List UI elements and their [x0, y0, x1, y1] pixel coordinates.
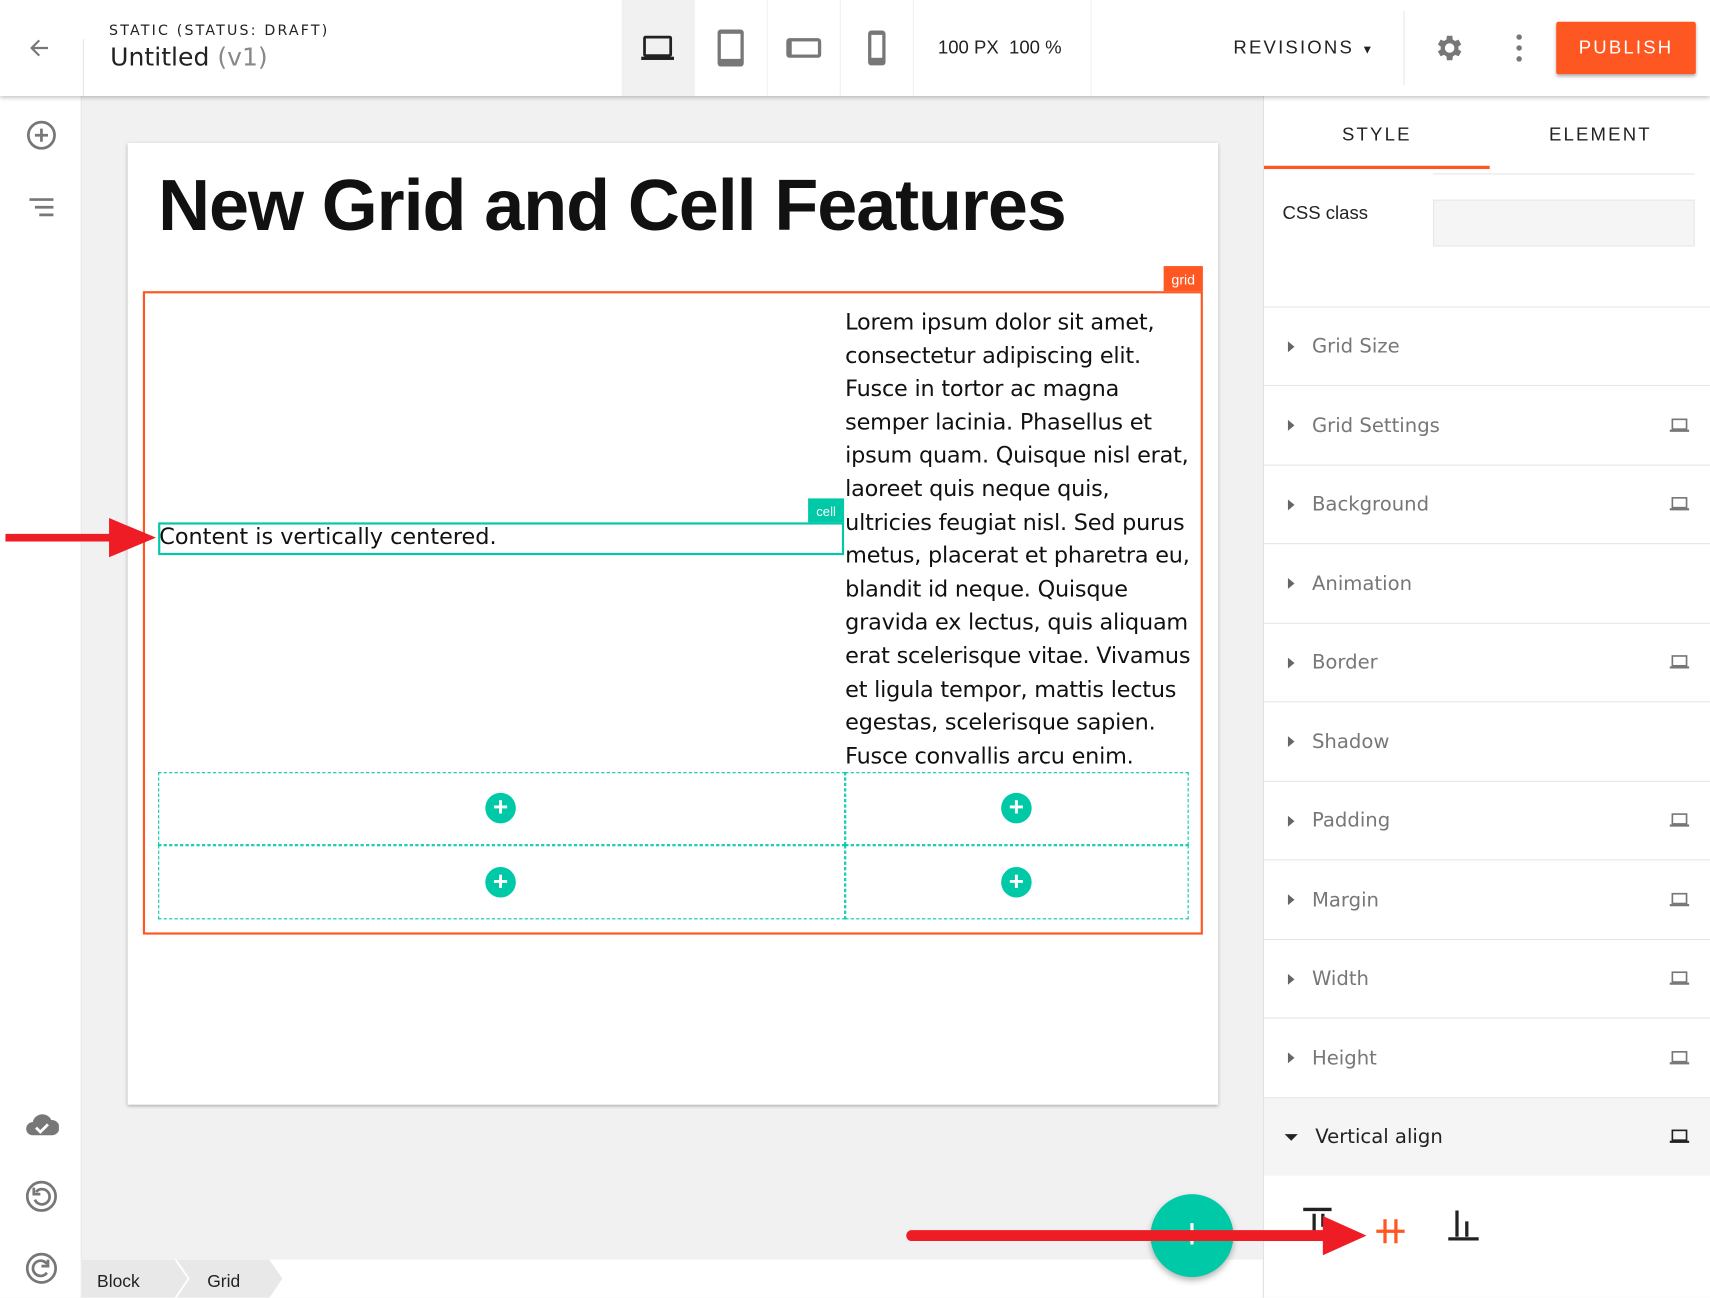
section-label: Vertical align	[1315, 1125, 1443, 1149]
empty-cell[interactable]	[845, 845, 1189, 920]
caret-right-icon	[1287, 1052, 1295, 1064]
cloud-check-icon	[26, 1114, 59, 1136]
cell-text[interactable]: Content is vertically centered.	[159, 523, 497, 550]
grid-block[interactable]	[142, 291, 1203, 935]
device-tablet-button[interactable]	[695, 0, 768, 96]
section-label: Height	[1311, 1046, 1377, 1070]
back-arrow-icon[interactable]	[26, 35, 52, 61]
section-label: Grid Size	[1311, 334, 1400, 358]
add-content-icon[interactable]: +	[485, 792, 516, 824]
add-content-icon[interactable]: +	[485, 866, 516, 898]
redo-icon[interactable]	[24, 1251, 59, 1286]
page-heading[interactable]: New Grid and Cell Features	[158, 164, 1067, 246]
section-border[interactable]: Border	[1263, 624, 1710, 703]
laptop-icon[interactable]	[1669, 654, 1690, 669]
style-panel: STYLE ELEMENT CSS class Grid Size Grid Se…	[1262, 95, 1710, 1298]
section-padding[interactable]: Padding	[1263, 782, 1710, 861]
status-subtitle: STATIC (STATUS: DRAFT)	[109, 22, 330, 40]
laptop-icon	[641, 35, 674, 60]
list-icon[interactable]	[24, 190, 59, 225]
device-phone-button[interactable]	[841, 0, 914, 96]
cell-selected[interactable]	[158, 522, 845, 556]
size-pct: 100 %	[1009, 37, 1062, 58]
tab-element[interactable]: ELEMENT	[1548, 124, 1652, 146]
add-content-icon[interactable]: +	[1001, 866, 1032, 898]
laptop-icon[interactable]	[1669, 812, 1690, 827]
breadcrumb-grid[interactable]: Grid	[207, 1272, 241, 1292]
caret-right-icon	[1287, 340, 1295, 352]
laptop-icon[interactable]	[1669, 1129, 1690, 1144]
section-margin[interactable]: Margin	[1263, 861, 1710, 940]
revisions-label: REVISIONS	[1233, 37, 1355, 58]
section-shadow[interactable]: Shadow	[1263, 703, 1710, 782]
page-title[interactable]: Untitled (v1)	[110, 44, 268, 72]
revisions-dropdown[interactable]: REVISIONS ▼	[1233, 37, 1375, 59]
annotation-arrow-icon	[5, 518, 156, 558]
breadcrumb-bg	[81, 1259, 283, 1298]
breadcrumb: Block Grid	[81, 1259, 1263, 1298]
section-grid-settings[interactable]: Grid Settings	[1263, 387, 1710, 466]
laptop-icon[interactable]	[1669, 417, 1690, 432]
align-bottom-icon[interactable]	[1446, 1206, 1479, 1243]
breadcrumb-block[interactable]: Block	[97, 1272, 140, 1292]
more-vertical-icon[interactable]	[1514, 33, 1525, 64]
tablet-landscape-icon	[786, 38, 822, 58]
title-text: Untitled	[110, 43, 210, 72]
tablet-icon	[717, 29, 744, 67]
caret-down-icon	[1284, 1133, 1298, 1141]
section-label: Padding	[1311, 809, 1391, 833]
caret-right-icon	[1287, 973, 1295, 985]
empty-cell[interactable]	[158, 845, 846, 920]
tab-style[interactable]: STYLE	[1263, 96, 1490, 170]
caret-right-icon	[1287, 498, 1295, 510]
device-laptop-button[interactable]	[621, 0, 695, 96]
add-circle-icon[interactable]	[24, 118, 59, 153]
gear-icon[interactable]	[1432, 32, 1465, 65]
cell-label: cell	[808, 498, 845, 523]
laptop-icon[interactable]	[1669, 1050, 1690, 1065]
top-bar: STATIC (STATUS: DRAFT) Untitled (v1) 100…	[0, 0, 1710, 96]
align-center-icon[interactable]	[1374, 1217, 1407, 1254]
page-canvas	[127, 142, 1219, 1105]
css-class-label: CSS class	[1282, 202, 1369, 224]
caret-right-icon	[1287, 577, 1295, 589]
laptop-icon[interactable]	[1669, 496, 1690, 511]
caret-down-icon: ▼	[1361, 43, 1376, 57]
lorem-text[interactable]: Lorem ipsum dolor sit amet, consectetur …	[845, 308, 1191, 769]
size-readout: 100 PX 100 %	[938, 37, 1062, 59]
section-label: Border	[1311, 651, 1378, 674]
section-label: Margin	[1311, 888, 1379, 912]
section-width[interactable]: Width	[1263, 940, 1710, 1019]
section-label: Background	[1311, 492, 1430, 516]
caret-right-icon	[1287, 419, 1295, 431]
section-height[interactable]: Height	[1263, 1019, 1710, 1098]
grid-label: grid	[1163, 266, 1203, 292]
section-label: Grid Settings	[1311, 413, 1440, 437]
publish-button[interactable]: PUBLISH	[1556, 21, 1696, 75]
caret-right-icon	[1287, 736, 1295, 748]
annotation-arrow-icon	[906, 1215, 1367, 1256]
size-px: 100 PX	[937, 37, 999, 58]
section-label: Width	[1311, 967, 1369, 991]
section-background[interactable]: Background	[1263, 466, 1710, 545]
version-text: (v1)	[217, 43, 268, 72]
laptop-icon[interactable]	[1669, 892, 1690, 907]
section-label: Animation	[1311, 571, 1413, 595]
phone-icon	[868, 30, 886, 66]
caret-right-icon	[1287, 657, 1295, 668]
caret-right-icon	[1287, 815, 1295, 827]
section-label: Shadow	[1311, 730, 1390, 754]
empty-cell[interactable]	[845, 772, 1189, 846]
laptop-icon[interactable]	[1669, 971, 1690, 986]
section-animation[interactable]: Animation	[1263, 545, 1710, 624]
css-class-input[interactable]	[1432, 199, 1695, 247]
device-tablet-landscape-button[interactable]	[768, 0, 841, 96]
add-content-icon[interactable]: +	[1001, 792, 1032, 824]
undo-icon[interactable]	[24, 1179, 59, 1214]
section-vertical-align[interactable]: Vertical align	[1263, 1098, 1710, 1177]
empty-cell[interactable]	[158, 772, 846, 846]
left-sidebar	[0, 95, 82, 1298]
caret-right-icon	[1287, 894, 1295, 906]
section-grid-size[interactable]: Grid Size	[1263, 308, 1710, 387]
